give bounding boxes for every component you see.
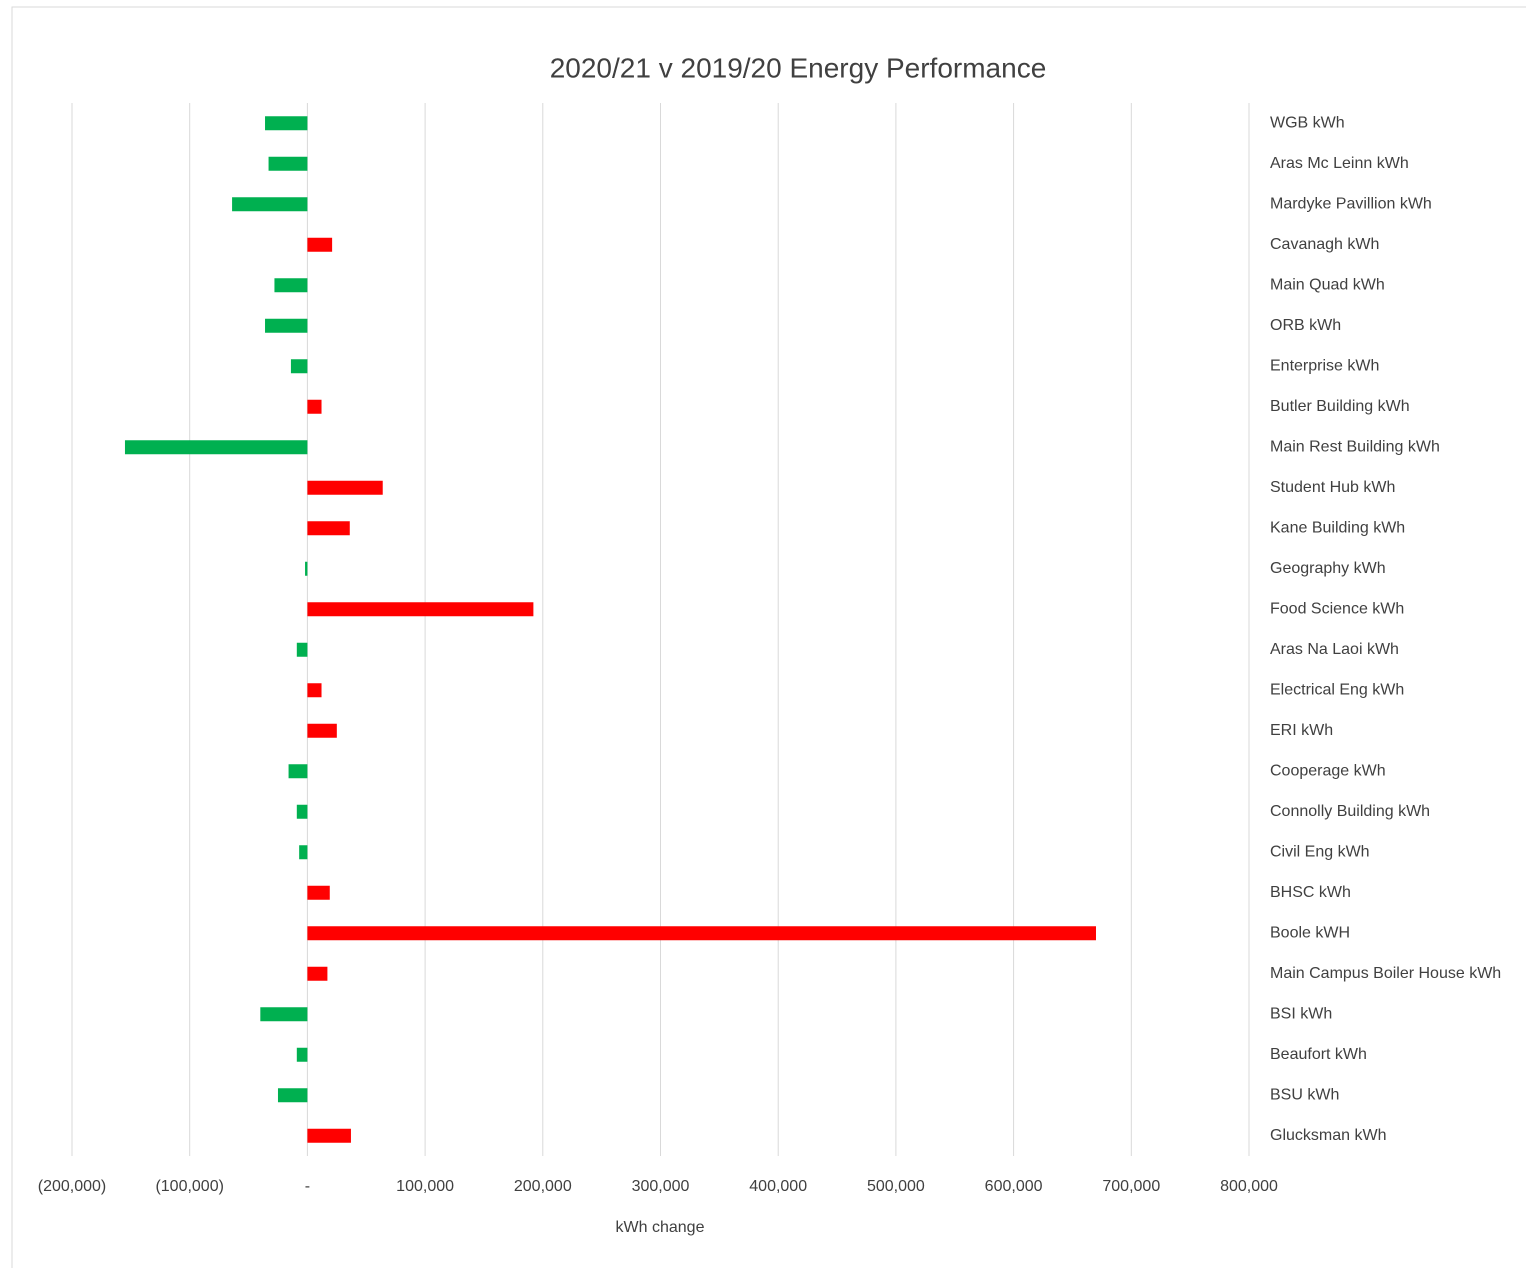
y-tick-label: Aras Na Laoi kWh [1270, 641, 1399, 658]
x-tick-label: 200,000 [514, 1178, 572, 1195]
x-tick-label: 800,000 [1220, 1178, 1278, 1195]
y-tick-label: Civil Eng kWh [1270, 843, 1370, 860]
bar [299, 845, 308, 860]
x-tick-label: - [305, 1178, 310, 1195]
x-tick-label: 400,000 [749, 1178, 807, 1195]
y-tick-label: Enterprise kWh [1270, 357, 1379, 374]
y-tick-label: Cooperage kWh [1270, 762, 1386, 779]
bar [296, 642, 308, 657]
x-tick-label: (200,000) [38, 1178, 107, 1195]
bar [232, 197, 308, 212]
bar [307, 966, 328, 981]
bar [296, 1047, 308, 1062]
bar [265, 318, 308, 333]
y-tick-label: BSI kWh [1270, 1005, 1332, 1022]
y-tick-label: Aras Mc Leinn kWh [1270, 155, 1409, 172]
x-axis-label: kWh change [616, 1219, 705, 1236]
bar [307, 885, 330, 900]
bar [290, 359, 308, 374]
y-tick-label: Kane Building kWh [1270, 519, 1405, 536]
y-tick-label: Food Science kWh [1270, 600, 1404, 617]
bar [307, 683, 322, 698]
x-tick-label: (100,000) [155, 1178, 224, 1195]
bar [268, 156, 308, 171]
x-tick-label: 600,000 [985, 1178, 1043, 1195]
bar [307, 926, 1096, 941]
bar [305, 561, 308, 576]
y-tick-label: Electrical Eng kWh [1270, 681, 1404, 698]
bar [274, 278, 308, 293]
chart-frame [11, 6, 1526, 1268]
bar [265, 116, 308, 131]
y-tick-label: Beaufort kWh [1270, 1046, 1367, 1063]
y-tick-label: Boole kWH [1270, 924, 1350, 941]
y-tick-label: Butler Building kWh [1270, 398, 1410, 415]
bar [307, 1128, 351, 1143]
y-tick-label: Geography kWh [1270, 560, 1386, 577]
y-tick-label: Connolly Building kWh [1270, 803, 1430, 820]
y-tick-label: Mardyke Pavillion kWh [1270, 195, 1432, 212]
x-tick-label: 100,000 [396, 1178, 454, 1195]
bar [296, 804, 308, 819]
y-tick-label: Main Quad kWh [1270, 276, 1385, 293]
bar [307, 723, 337, 738]
y-tick-label: ORB kWh [1270, 317, 1341, 334]
bar [307, 480, 383, 495]
bar [307, 521, 350, 536]
y-tick-label: Main Rest Building kWh [1270, 438, 1440, 455]
bar [277, 1088, 308, 1103]
bar [260, 1007, 308, 1022]
y-tick-label: Main Campus Boiler House kWh [1270, 965, 1501, 982]
bar [124, 440, 308, 455]
bar [307, 602, 534, 617]
bar [307, 399, 322, 414]
x-tick-label: 700,000 [1102, 1178, 1160, 1195]
y-tick-label: BHSC kWh [1270, 884, 1351, 901]
y-tick-label: Student Hub kWh [1270, 479, 1395, 496]
x-tick-label: 300,000 [632, 1178, 690, 1195]
y-tick-label: ERI kWh [1270, 722, 1333, 739]
y-tick-label: Glucksman kWh [1270, 1127, 1386, 1144]
y-tick-label: WGB kWh [1270, 114, 1345, 131]
bar [288, 764, 308, 779]
bar [307, 237, 333, 252]
y-tick-label: Cavanagh kWh [1270, 236, 1379, 253]
chart-title: 2020/21 v 2019/20 Energy Performance [550, 52, 1047, 83]
x-tick-label: 500,000 [867, 1178, 925, 1195]
y-tick-label: BSU kWh [1270, 1086, 1339, 1103]
